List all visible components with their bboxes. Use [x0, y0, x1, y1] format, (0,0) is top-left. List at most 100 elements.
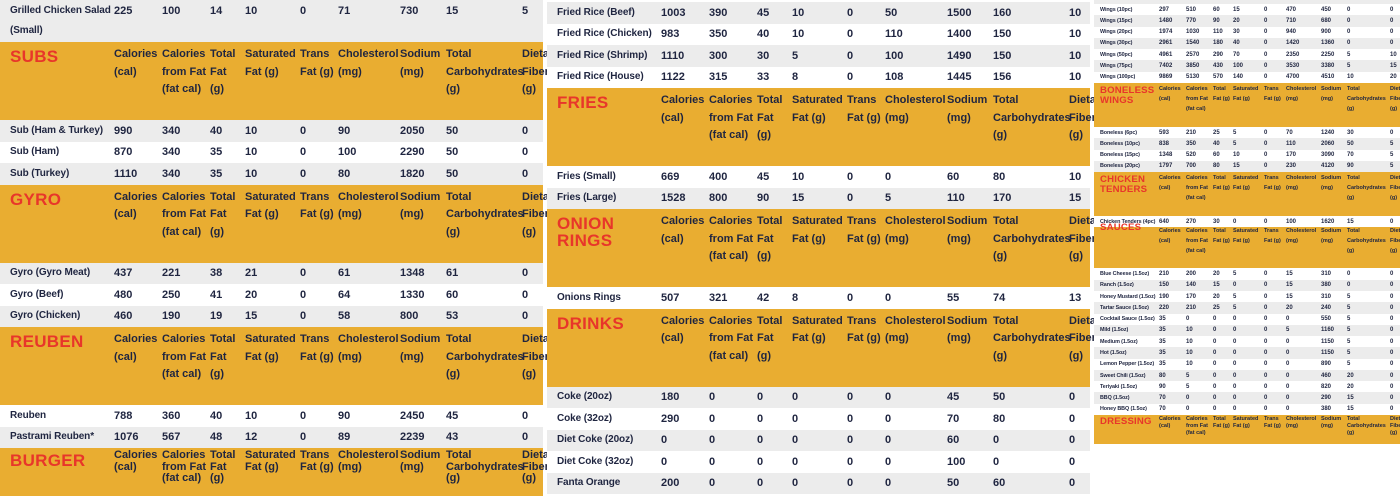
cell-total-fat: 0: [757, 434, 764, 446]
cell-total-carbohydrates: 53: [446, 310, 459, 322]
cell-saturated-fat: 5: [1233, 129, 1237, 136]
cell-cholesterol: 15: [1286, 282, 1293, 289]
cell-saturated-fat: 5: [1233, 140, 1237, 147]
cell-calories: 1003: [661, 6, 686, 19]
cell-trans-fat: 0: [1264, 304, 1268, 311]
cell-sodium: 1620: [1321, 218, 1335, 225]
cell-dietary-fiber: 0: [1390, 282, 1394, 289]
column-header-dietary-fiber: Dietary Fiber (g): [1069, 314, 1107, 362]
item-name: Reuben: [10, 409, 47, 421]
cell-cholesterol: 5: [1286, 327, 1290, 334]
cell-calories-from-fat: 10: [1186, 327, 1193, 334]
cell-calories: 7402: [1159, 63, 1173, 70]
cell-calories: 480: [114, 288, 133, 301]
cell-trans-fat: 0: [1264, 17, 1268, 24]
cell-sodium: 70: [947, 412, 960, 425]
cell-dietary-fiber: 0: [1390, 316, 1394, 323]
section-title: DRINKS: [557, 313, 624, 333]
cell-calories-from-fat: 0: [709, 434, 716, 446]
table-row: Hot (1.5oz) 35 10 0 0 0 0 1150 5 0: [1094, 347, 1400, 359]
column-header-total-carbohydrates: Total Carbohydrates (g): [446, 333, 524, 380]
cell-sodium: 1160: [1321, 327, 1335, 334]
cell-total-fat: 35: [210, 167, 223, 180]
item-name: Fries (Small): [557, 170, 616, 182]
cell-dietary-fiber: 0: [522, 288, 529, 301]
cell-calories-from-fat: 0: [1186, 395, 1190, 402]
cell-calories-from-fat: 1030: [1186, 29, 1200, 36]
column-header-dietary-fiber: Dietary Fiber (g): [1390, 228, 1400, 255]
cell-dietary-fiber: 0: [1390, 406, 1394, 413]
column-header-saturated-fat: Saturated Fat (g): [1233, 228, 1259, 245]
column-header-calories: Calories (cal): [661, 314, 705, 345]
cell-dietary-fiber: 0: [1390, 271, 1394, 278]
cell-total-fat: 33: [757, 71, 770, 83]
item-name: Medium (1.5oz): [1100, 338, 1138, 345]
cell-trans-fat: 0: [300, 288, 307, 301]
column-header-cholesterol: Cholesterol (mg): [338, 48, 399, 78]
column-header-sodium: Sodium (mg): [947, 215, 988, 245]
cell-calories-from-fat: 10: [1186, 349, 1193, 356]
cell-total-carbohydrates: 50: [993, 391, 1006, 403]
table-row: BBQ (1.5oz) 70 0 0 0 0 0 290 15 0: [1094, 392, 1400, 404]
cell-calories-from-fat: 210: [1186, 129, 1197, 136]
cell-sodium: 2290: [400, 146, 425, 158]
cell-total-carbohydrates: 70: [1347, 152, 1354, 159]
cell-calories: 983: [661, 28, 680, 40]
section-title: GYRO: [10, 189, 62, 209]
cell-dietary-fiber: 0: [522, 146, 529, 158]
item-name: Wings (10pc): [1100, 6, 1133, 13]
cell-calories: 1122: [661, 71, 685, 83]
column-header-saturated-fat: Saturated Fat (g): [792, 94, 843, 124]
table-row: Reuben 788 360 40 10 0 90 2450 45 0: [0, 405, 543, 427]
table-row: Blue Cheese (1.5oz) 210 200 20 5 0 15 310 0 0: [1094, 268, 1400, 280]
cell-dietary-fiber: 0: [1390, 395, 1394, 402]
cell-cholesterol: 0: [1286, 338, 1290, 345]
column-header-calories-from-fat: Calories from Fat (fat cal): [1186, 175, 1208, 201]
column-header-total-fat: Total Fat (g): [210, 190, 236, 238]
cell-total-fat: 35: [210, 146, 223, 158]
item-name: Wings (100pc): [1100, 74, 1136, 81]
item-name: Diet Coke (32oz): [557, 455, 634, 467]
cell-cholesterol: 2350: [1286, 51, 1300, 58]
cell-saturated-fat: 8: [792, 71, 799, 83]
cell-saturated-fat: 10: [245, 4, 258, 17]
section-header: REUBEN Calories (cal) Calories from Fat (f…: [0, 327, 559, 405]
section-title: SAUCES: [1100, 222, 1142, 234]
cell-trans-fat: 0: [1264, 51, 1268, 58]
section-header: SUBS Calories (cal) Calories from Fat (fat…: [0, 42, 559, 120]
cell-calories: 290: [661, 412, 680, 425]
table-row: Fried Rice (Chicken) 983 350 40 10 0 110 1400 15…: [547, 23, 1090, 45]
column-header-total-fat: Total Fat (g): [210, 48, 236, 95]
cell-sodium: 1500: [947, 6, 972, 19]
cell-sodium: 45: [947, 391, 960, 403]
table-row: Sub (Turkey) 1110 340 35 10 0 80 1820 50 0: [0, 163, 543, 185]
cell-cholesterol: 0: [885, 477, 892, 489]
cell-total-fat: 0: [1213, 361, 1217, 368]
cell-saturated-fat: 0: [1233, 282, 1237, 289]
table-row: Onions Rings 507 321 42 8 0 0 55 74 13: [547, 287, 1090, 309]
cell-saturated-fat: 0: [792, 412, 799, 425]
cell-total-fat: 40: [1213, 140, 1220, 147]
cell-total-carbohydrates: 0: [1347, 282, 1351, 289]
item-name: Boneless (10pc): [1100, 140, 1140, 147]
cell-calories-from-fat: 0: [709, 412, 716, 425]
item-name: Fries (Large): [557, 192, 617, 203]
item-name: Honey Mustard (1.5oz): [1100, 293, 1156, 300]
cell-saturated-fat: 0: [1233, 361, 1237, 368]
cell-trans-fat: 0: [1264, 395, 1268, 402]
cell-cholesterol: 100: [885, 49, 904, 62]
cell-cholesterol: 0: [1286, 395, 1290, 402]
item-name: Sub (Turkey): [10, 167, 70, 179]
cell-cholesterol: 710: [1286, 17, 1297, 24]
cell-total-fat: 430: [1213, 63, 1224, 70]
cell-sodium: 3090: [1321, 152, 1335, 159]
cell-trans-fat: 0: [1264, 271, 1268, 278]
cell-trans-fat: 0: [847, 170, 854, 183]
cell-calories-from-fat: 1540: [1186, 40, 1200, 47]
cell-total-fat: 45: [757, 6, 770, 19]
cell-sodium: 55: [947, 291, 960, 304]
cell-cholesterol: 110: [885, 28, 903, 40]
cell-calories-from-fat: 340: [162, 124, 181, 137]
cell-total-fat: 0: [1213, 383, 1217, 390]
cell-dietary-fiber: 0: [1069, 434, 1076, 446]
